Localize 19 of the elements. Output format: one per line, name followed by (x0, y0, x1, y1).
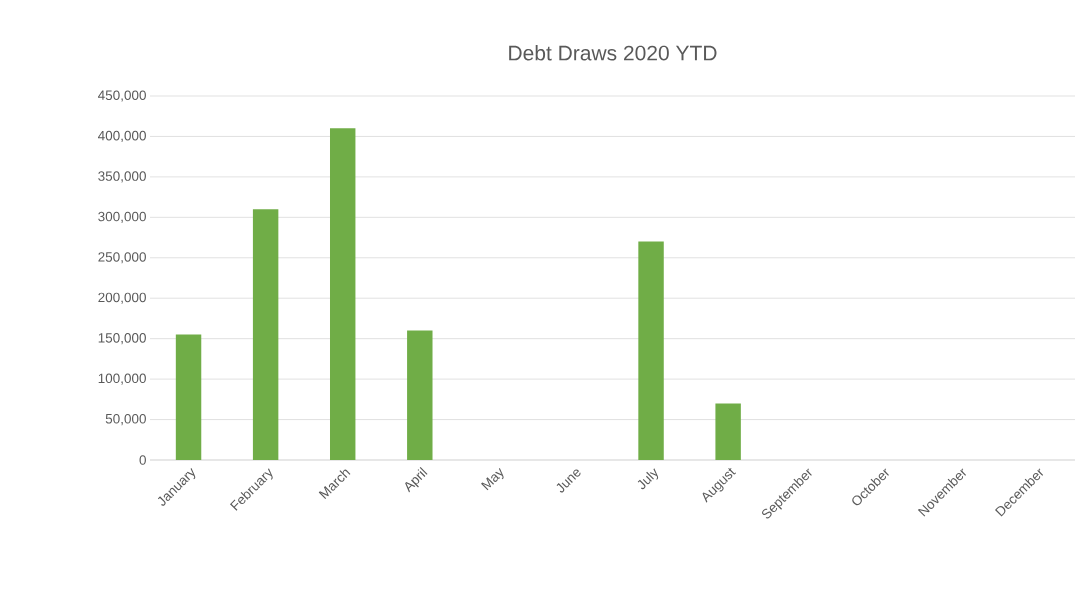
bar (407, 330, 433, 460)
y-tick-label: 50,000 (105, 413, 146, 426)
bar (175, 334, 202, 460)
y-tick-label: 0 (139, 455, 146, 465)
y-tick-label: 350,000 (98, 171, 146, 183)
bar (638, 241, 664, 460)
bar (715, 403, 741, 460)
y-tick-label: 450,000 (97, 90, 146, 102)
y-tick-label: 300,000 (98, 211, 146, 223)
y-tick-label: 200,000 (98, 292, 146, 304)
x-tick-label: May (481, 467, 504, 491)
bar (252, 209, 279, 460)
y-tick-label: 100,000 (98, 373, 146, 385)
y-tick-label: 250,000 (98, 252, 146, 264)
chart-title: Debt Draws 2020 YTD (509, 45, 717, 61)
x-tick-label: July (637, 468, 659, 490)
y-tick-label: 400,000 (97, 130, 146, 143)
y-tick-label: 150,000 (98, 333, 146, 345)
bar (329, 128, 356, 460)
